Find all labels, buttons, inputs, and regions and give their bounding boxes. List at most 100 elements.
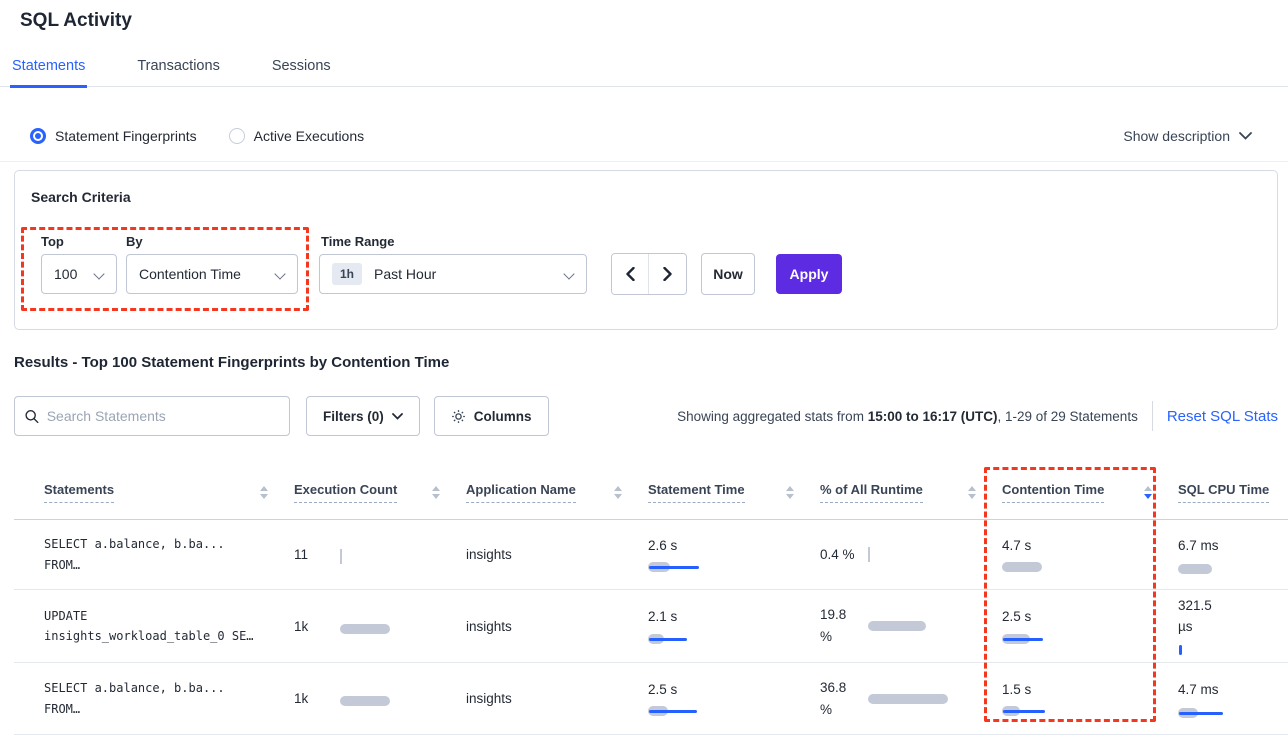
chevron-left-icon [625,267,635,281]
search-criteria-card: Search Criteria Top 100 By Contention Ti… [14,170,1278,330]
top-select-value: 100 [54,266,78,282]
results-toolbar: Filters (0) Columns Showing aggregated s… [14,396,1278,436]
by-select-value: Contention Time [139,266,241,282]
time-next-button[interactable] [649,254,686,294]
search-statements-box [14,396,290,436]
search-icon [25,409,39,423]
top-select[interactable]: 100 [41,254,117,294]
time-range-label: Time Range [321,234,395,249]
reset-sql-stats-link[interactable]: Reset SQL Stats [1166,407,1278,425]
sort-icon [432,485,440,499]
application-name-cell: insights [466,691,512,706]
chevron-down-icon [1239,131,1252,140]
showing-stats-text: Showing aggregated stats from 15:00 to 1… [677,408,1138,424]
columns-button[interactable]: Columns [433,396,549,436]
table-header-row: Statements Execution Count Application N… [14,465,1288,520]
chevron-down-icon [275,269,285,279]
contention-time-cell: 4.7 s [1002,536,1178,573]
results-heading: Results - Top 100 Statement Fingerprints… [14,354,450,371]
table-row: SELECT a.balance, b.ba... FROM… 1k insigh… [14,663,1288,735]
radio-unselected-icon [228,127,245,144]
column-header-runtime-pct[interactable]: % of All Runtime [820,482,1002,503]
statement-time-cell: 2.5 s [648,680,820,717]
statements-table: Statements Execution Count Application N… [14,465,1288,735]
runtime-pct-cell: 0.4 % [820,544,1002,566]
table-row: SELECT a.balance, b.ba... FROM… 11 insigh… [14,520,1288,590]
statement-time-bar [648,561,768,573]
runtime-pct-bar [868,620,968,632]
sort-icon-active [1144,485,1152,499]
execution-count-cell: 1k [294,618,466,635]
tab-transactions[interactable]: Transactions [137,58,220,74]
filters-button[interactable]: Filters (0) [306,396,420,436]
sql-cpu-time-cell: 321.5 µs [1178,596,1288,655]
show-description-label: Show description [1123,127,1230,144]
column-header-execution-count[interactable]: Execution Count [294,482,466,503]
tab-statements[interactable]: Statements [10,56,88,88]
column-header-statements[interactable]: Statements [14,482,294,503]
statement-time-bar [648,705,768,717]
statement-time-bar [648,633,768,645]
execution-count-cell: 11 [294,546,466,564]
show-description-toggle[interactable]: Show description [1123,128,1252,144]
sql-cpu-time-bar [1178,644,1268,656]
sort-icon [260,485,268,499]
sort-icon [614,485,622,499]
by-label: By [126,234,143,249]
runtime-pct-cell: 19.8 % [820,604,1002,647]
sort-icon [968,485,976,499]
sql-cpu-time-bar [1178,563,1268,575]
sort-icon [786,485,794,499]
tab-sessions[interactable]: Sessions [271,58,331,74]
filters-label: Filters (0) [323,408,384,424]
radio-selected-icon [30,127,46,144]
statement-fingerprint-link[interactable]: SELECT a.balance, b.ba... FROM… [44,537,225,572]
column-header-statement-time[interactable]: Statement Time [648,482,820,503]
application-name-cell: insights [466,618,512,634]
execution-count-cell: 1k [294,690,466,707]
column-header-application-name[interactable]: Application Name [466,482,648,503]
radio-statement-fingerprints[interactable]: Statement Fingerprints [30,127,197,144]
runtime-pct-bar [868,546,968,562]
contention-time-cell: 1.5 s [1002,680,1178,717]
radio-active-executions[interactable]: Active Executions [228,127,365,144]
contention-time-bar [1002,633,1122,645]
statement-fingerprint-link[interactable]: UPDATE insights_workload_table_0 SE… [44,608,254,643]
time-range-select[interactable]: 1h Past Hour [319,254,587,294]
gear-icon [451,409,465,423]
tab-bar: Statements Transactions Sessions [0,56,1288,88]
column-header-sql-cpu-time[interactable]: SQL CPU Time [1178,482,1288,503]
column-header-contention-time[interactable]: Contention Time [1002,482,1178,503]
columns-label: Columns [473,408,532,424]
toolbar-divider [1151,401,1153,431]
execution-count-bar [340,623,400,635]
time-prev-button[interactable] [612,254,649,294]
time-range-value: Past Hour [374,266,437,282]
search-statements-input[interactable] [46,408,279,424]
apply-button[interactable]: Apply [776,254,842,294]
sql-cpu-time-cell: 6.7 ms [1178,534,1288,575]
now-button[interactable]: Now [701,253,755,295]
sql-cpu-time-cell: 4.7 ms [1178,678,1288,719]
search-criteria-heading: Search Criteria [31,189,131,205]
statement-fingerprint-link[interactable]: SELECT a.balance, b.ba... FROM… [44,681,225,716]
table-row: UPDATE insights_workload_table_0 SE… 1k i… [14,590,1288,663]
runtime-pct-cell: 36.8 % [820,677,1002,720]
chevron-down-icon [564,269,574,279]
page-title: SQL Activity [20,10,132,31]
radio-label: Active Executions [253,127,365,144]
by-select[interactable]: Contention Time [126,254,298,294]
runtime-pct-bar [868,693,968,705]
statement-time-cell: 2.1 s [648,607,820,644]
contention-time-bar [1002,561,1122,573]
chevron-down-icon [391,412,403,420]
view-toggle-bar: Statement Fingerprints Active Executions… [0,110,1288,162]
chevron-down-icon [94,269,104,279]
time-range-badge: 1h [332,263,363,285]
contention-time-cell: 2.5 s [1002,607,1178,644]
radio-label: Statement Fingerprints [55,127,197,144]
statement-time-cell: 2.6 s [648,536,820,573]
execution-count-bar [340,695,400,707]
application-name-cell: insights [466,547,512,562]
sql-cpu-time-bar [1178,707,1268,719]
